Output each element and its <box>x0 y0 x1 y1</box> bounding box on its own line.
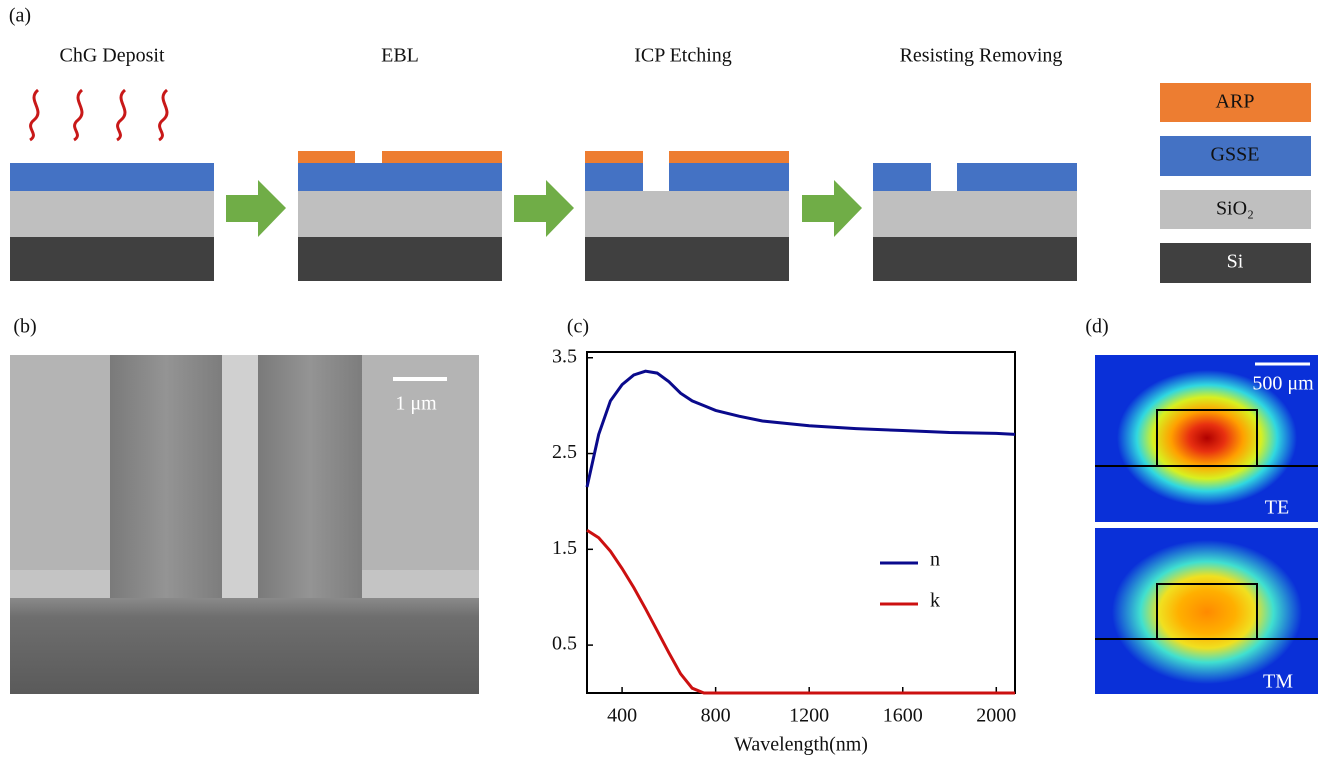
chart: Wavelength(nm) 400 800 1200 1600 2000 0.5 1.5 2… <box>552 345 1016 755</box>
step-title: EBL <box>381 45 419 67</box>
legend-label: n <box>930 549 940 571</box>
panel-label: (c) <box>567 316 589 338</box>
legend-label: GSSE <box>1211 144 1260 166</box>
step-title: ChG Deposit <box>60 45 165 67</box>
panel-label: (b) <box>13 316 36 338</box>
y-tick-label: 3.5 <box>552 345 577 367</box>
data-line <box>587 530 1015 693</box>
x-axis-title: Wavelength(nm) <box>734 734 868 756</box>
mode-te: 500 μm TE <box>1095 355 1318 522</box>
stack-2 <box>298 151 502 281</box>
y-tick-label: 0.5 <box>552 633 577 655</box>
data-line <box>587 371 1015 487</box>
scale-bar-label: 1 μm <box>395 393 437 415</box>
x-tick-label: 1200 <box>789 705 829 727</box>
y-tick-label: 2.5 <box>552 441 577 463</box>
mode-label: TE <box>1265 497 1289 519</box>
panel-label: (a) <box>9 5 31 27</box>
stack-4 <box>873 163 1077 281</box>
mode-label: TM <box>1263 671 1293 693</box>
x-tick-label: 400 <box>607 705 637 727</box>
x-tick-label: 2000 <box>976 705 1016 727</box>
plot-frame <box>587 352 1015 693</box>
figure: (a) (b) (c) (d) ChG Deposit EBL ICP Etch… <box>0 0 1321 760</box>
legend-label: k <box>930 590 940 612</box>
stack-3 <box>585 151 789 281</box>
x-tick-label: 800 <box>701 705 731 727</box>
panel-label: (d) <box>1085 316 1108 338</box>
deposition-waves <box>30 90 167 140</box>
y-tick-label: 1.5 <box>552 537 577 559</box>
mode-tm: TM <box>1095 528 1318 694</box>
legend-label: Si <box>1227 251 1244 273</box>
legend-label: SiO₂ <box>1216 198 1254 220</box>
step-title: ICP Etching <box>634 45 732 67</box>
legend-label: ARP <box>1216 91 1255 113</box>
sem-image: 1 μm <box>10 355 479 694</box>
stack-1 <box>10 163 214 281</box>
layer-legend: ARP GSSE SiO₂ Si <box>1160 83 1311 283</box>
x-tick-label: 1600 <box>883 705 923 727</box>
step-title: Resisting Removing <box>900 45 1063 67</box>
scale-bar-label: 500 μm <box>1252 373 1314 395</box>
